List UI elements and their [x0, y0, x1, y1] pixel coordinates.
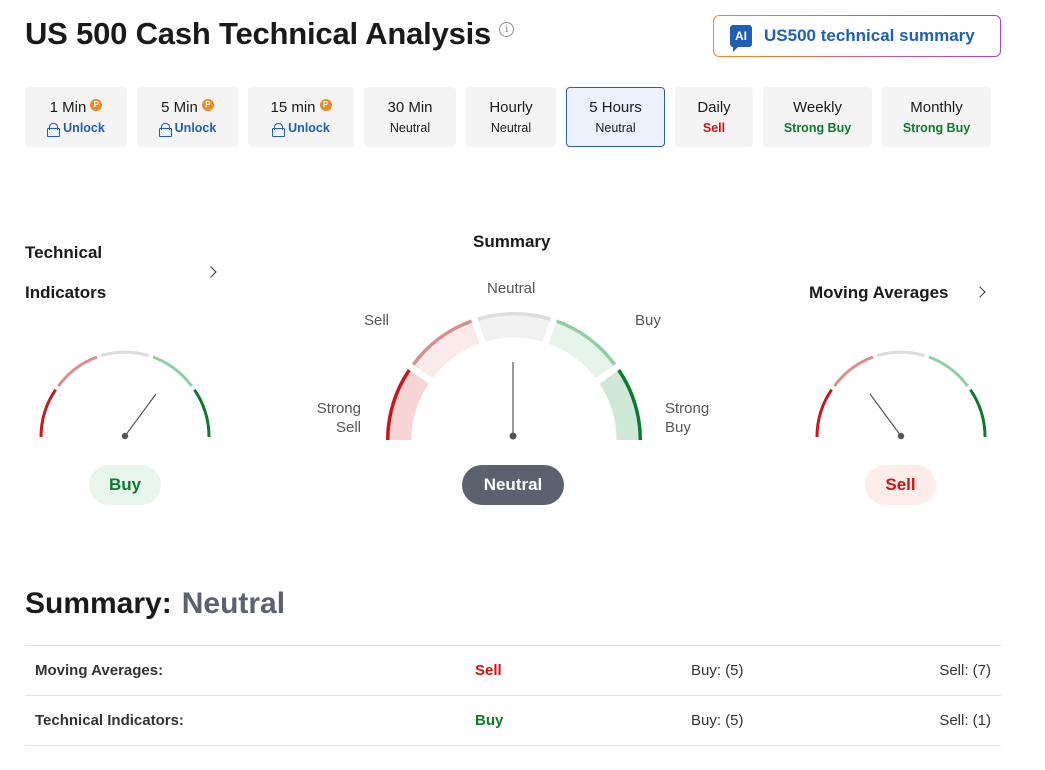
ai-technical-summary-button[interactable]: AI US500 technical summary [713, 15, 1001, 57]
summary-verdict: Neutral [462, 465, 564, 505]
summary-gauge-title: Summary [473, 232, 551, 251]
moving-averages-gauge [815, 350, 987, 440]
label-sell: Sell [364, 312, 390, 329]
tab-label: 5 Hours [589, 99, 642, 116]
technical-indicators-title-line1[interactable]: Technical [25, 243, 103, 262]
tab-label: 30 Min [387, 99, 433, 116]
pro-icon: P [319, 98, 332, 111]
row-buy-count: Buy: (5) [691, 662, 744, 679]
gauge-pivot [121, 432, 129, 440]
summary-heading: Summary: Neutral [25, 587, 285, 621]
technical-indicators-title-line2[interactable]: Indicators [25, 283, 107, 302]
summary-band-sell [412, 319, 480, 379]
tab-1-min[interactable]: 1 Min P Unlock [25, 87, 127, 147]
label-strong-sell-line1: Strong [316, 400, 361, 417]
tab-status: Unlock [174, 121, 217, 135]
tab-label: Hourly [489, 99, 533, 116]
tab-30-min[interactable]: 30 Min Neutral [364, 87, 456, 147]
label-strong-buy: Strong Buy [665, 399, 709, 437]
summary-label: Summary: [25, 587, 172, 620]
moving-averages-title[interactable]: Moving Averages [809, 283, 949, 302]
tab-status: Neutral [389, 121, 431, 135]
summary-arc-strong-sell [385, 369, 411, 441]
tab-monthly[interactable]: Monthly Strong Buy [882, 87, 991, 147]
summary-table: Moving Averages: Sell Buy: (5) Sell: (7)… [25, 645, 1001, 746]
tab-status: Neutral [490, 121, 532, 135]
gauge-arc-strong-sell [39, 388, 57, 438]
tab-label: 5 Min [161, 99, 198, 116]
technical-indicators-verdict: Buy [89, 465, 161, 505]
tab-15-min[interactable]: 15 min P Unlock [248, 87, 354, 147]
technical-indicators-gauge [39, 350, 211, 440]
lock-icon [158, 122, 172, 137]
tab-status: Neutral [595, 121, 636, 135]
tab-daily[interactable]: Daily Sell [675, 87, 753, 147]
gauge-arc-neutral [100, 350, 150, 358]
gauge-arc-neutral [876, 350, 926, 358]
tab-label: 15 min [270, 99, 316, 116]
chevron-right-icon[interactable] [205, 266, 217, 278]
gauge-pivot [897, 432, 905, 440]
gauge-arc-buy [152, 355, 193, 387]
ai-technical-summary-label: US500 technical summary [764, 26, 975, 45]
ai-chat-icon: AI [730, 25, 752, 52]
summary-band-buy [548, 319, 616, 379]
pro-icon: P [201, 98, 214, 111]
page-title: US 500 Cash Technical Analysis i [25, 16, 515, 52]
pro-icon: P [90, 98, 103, 111]
gauge-arc-buy [928, 355, 969, 387]
tab-5-min[interactable]: 5 Min P Unlock [137, 87, 238, 147]
row-sell-count: Sell: (1) [939, 712, 991, 729]
chevron-right-icon[interactable] [974, 286, 986, 298]
summary-arc-buy [555, 319, 617, 366]
gauge-arc-sell [833, 355, 874, 387]
tab-label: Monthly [910, 99, 963, 116]
summary-arc-strong-buy [617, 369, 643, 441]
summary-band-strong-buy [599, 369, 642, 440]
info-icon[interactable]: i [499, 22, 515, 37]
tab-weekly[interactable]: Weekly Strong Buy [763, 87, 872, 147]
row-name: Moving Averages: [35, 662, 164, 679]
gauge-arc-strong-sell [815, 388, 833, 438]
tab-label: 1 Min [49, 99, 87, 116]
summary-band-strong-sell [386, 369, 429, 440]
row-buy-count: Buy: (5) [691, 712, 744, 729]
summary-arc-sell [411, 319, 473, 366]
tab-status: Strong Buy [902, 121, 971, 135]
lock-icon [47, 122, 61, 137]
gauge-needle [869, 393, 902, 437]
tab-hourly[interactable]: Hourly Neutral [466, 87, 556, 147]
summary-heading-verdict: Neutral [181, 587, 286, 620]
tab-status: Unlock [63, 121, 105, 135]
row-sell-count: Sell: (7) [939, 662, 991, 679]
summary-gauge [385, 312, 643, 441]
table-row: Technical Indicators: Buy Buy: (5) Sell:… [25, 696, 1001, 746]
row-action: Sell [475, 662, 502, 679]
gauge-arc-strong-buy [969, 388, 987, 438]
lock-icon [272, 122, 286, 137]
tab-status: Strong Buy [783, 121, 852, 135]
summary-band-neutral [477, 312, 551, 342]
label-strong-buy-line1: Strong [665, 400, 710, 417]
gauge-needle [124, 393, 157, 437]
tab-label: Daily [697, 99, 731, 116]
summary-arc-neutral [477, 312, 551, 321]
tab-status: Unlock [288, 121, 330, 135]
label-buy: Buy [635, 312, 661, 329]
tab-label: Weekly [793, 99, 842, 116]
row-name: Technical Indicators: [35, 712, 184, 729]
label-neutral: Neutral [487, 280, 536, 297]
row-action: Buy [475, 712, 504, 729]
tab-status: Sell [702, 121, 726, 135]
tab-5-hours[interactable]: 5 Hours Neutral [566, 87, 665, 147]
table-row: Moving Averages: Sell Buy: (5) Sell: (7) [25, 646, 1001, 696]
summary-gauge-pivot [509, 432, 517, 440]
page-title-text: US 500 Cash Technical Analysis [25, 16, 492, 51]
gauge-arc-sell [57, 355, 98, 387]
gauge-arc-strong-buy [193, 388, 211, 438]
label-strong-sell-line2: Sell [335, 419, 361, 436]
moving-averages-verdict: Sell [865, 465, 936, 505]
label-strong-buy-line2: Buy [665, 419, 691, 436]
label-strong-sell: Strong Sell [314, 399, 361, 437]
